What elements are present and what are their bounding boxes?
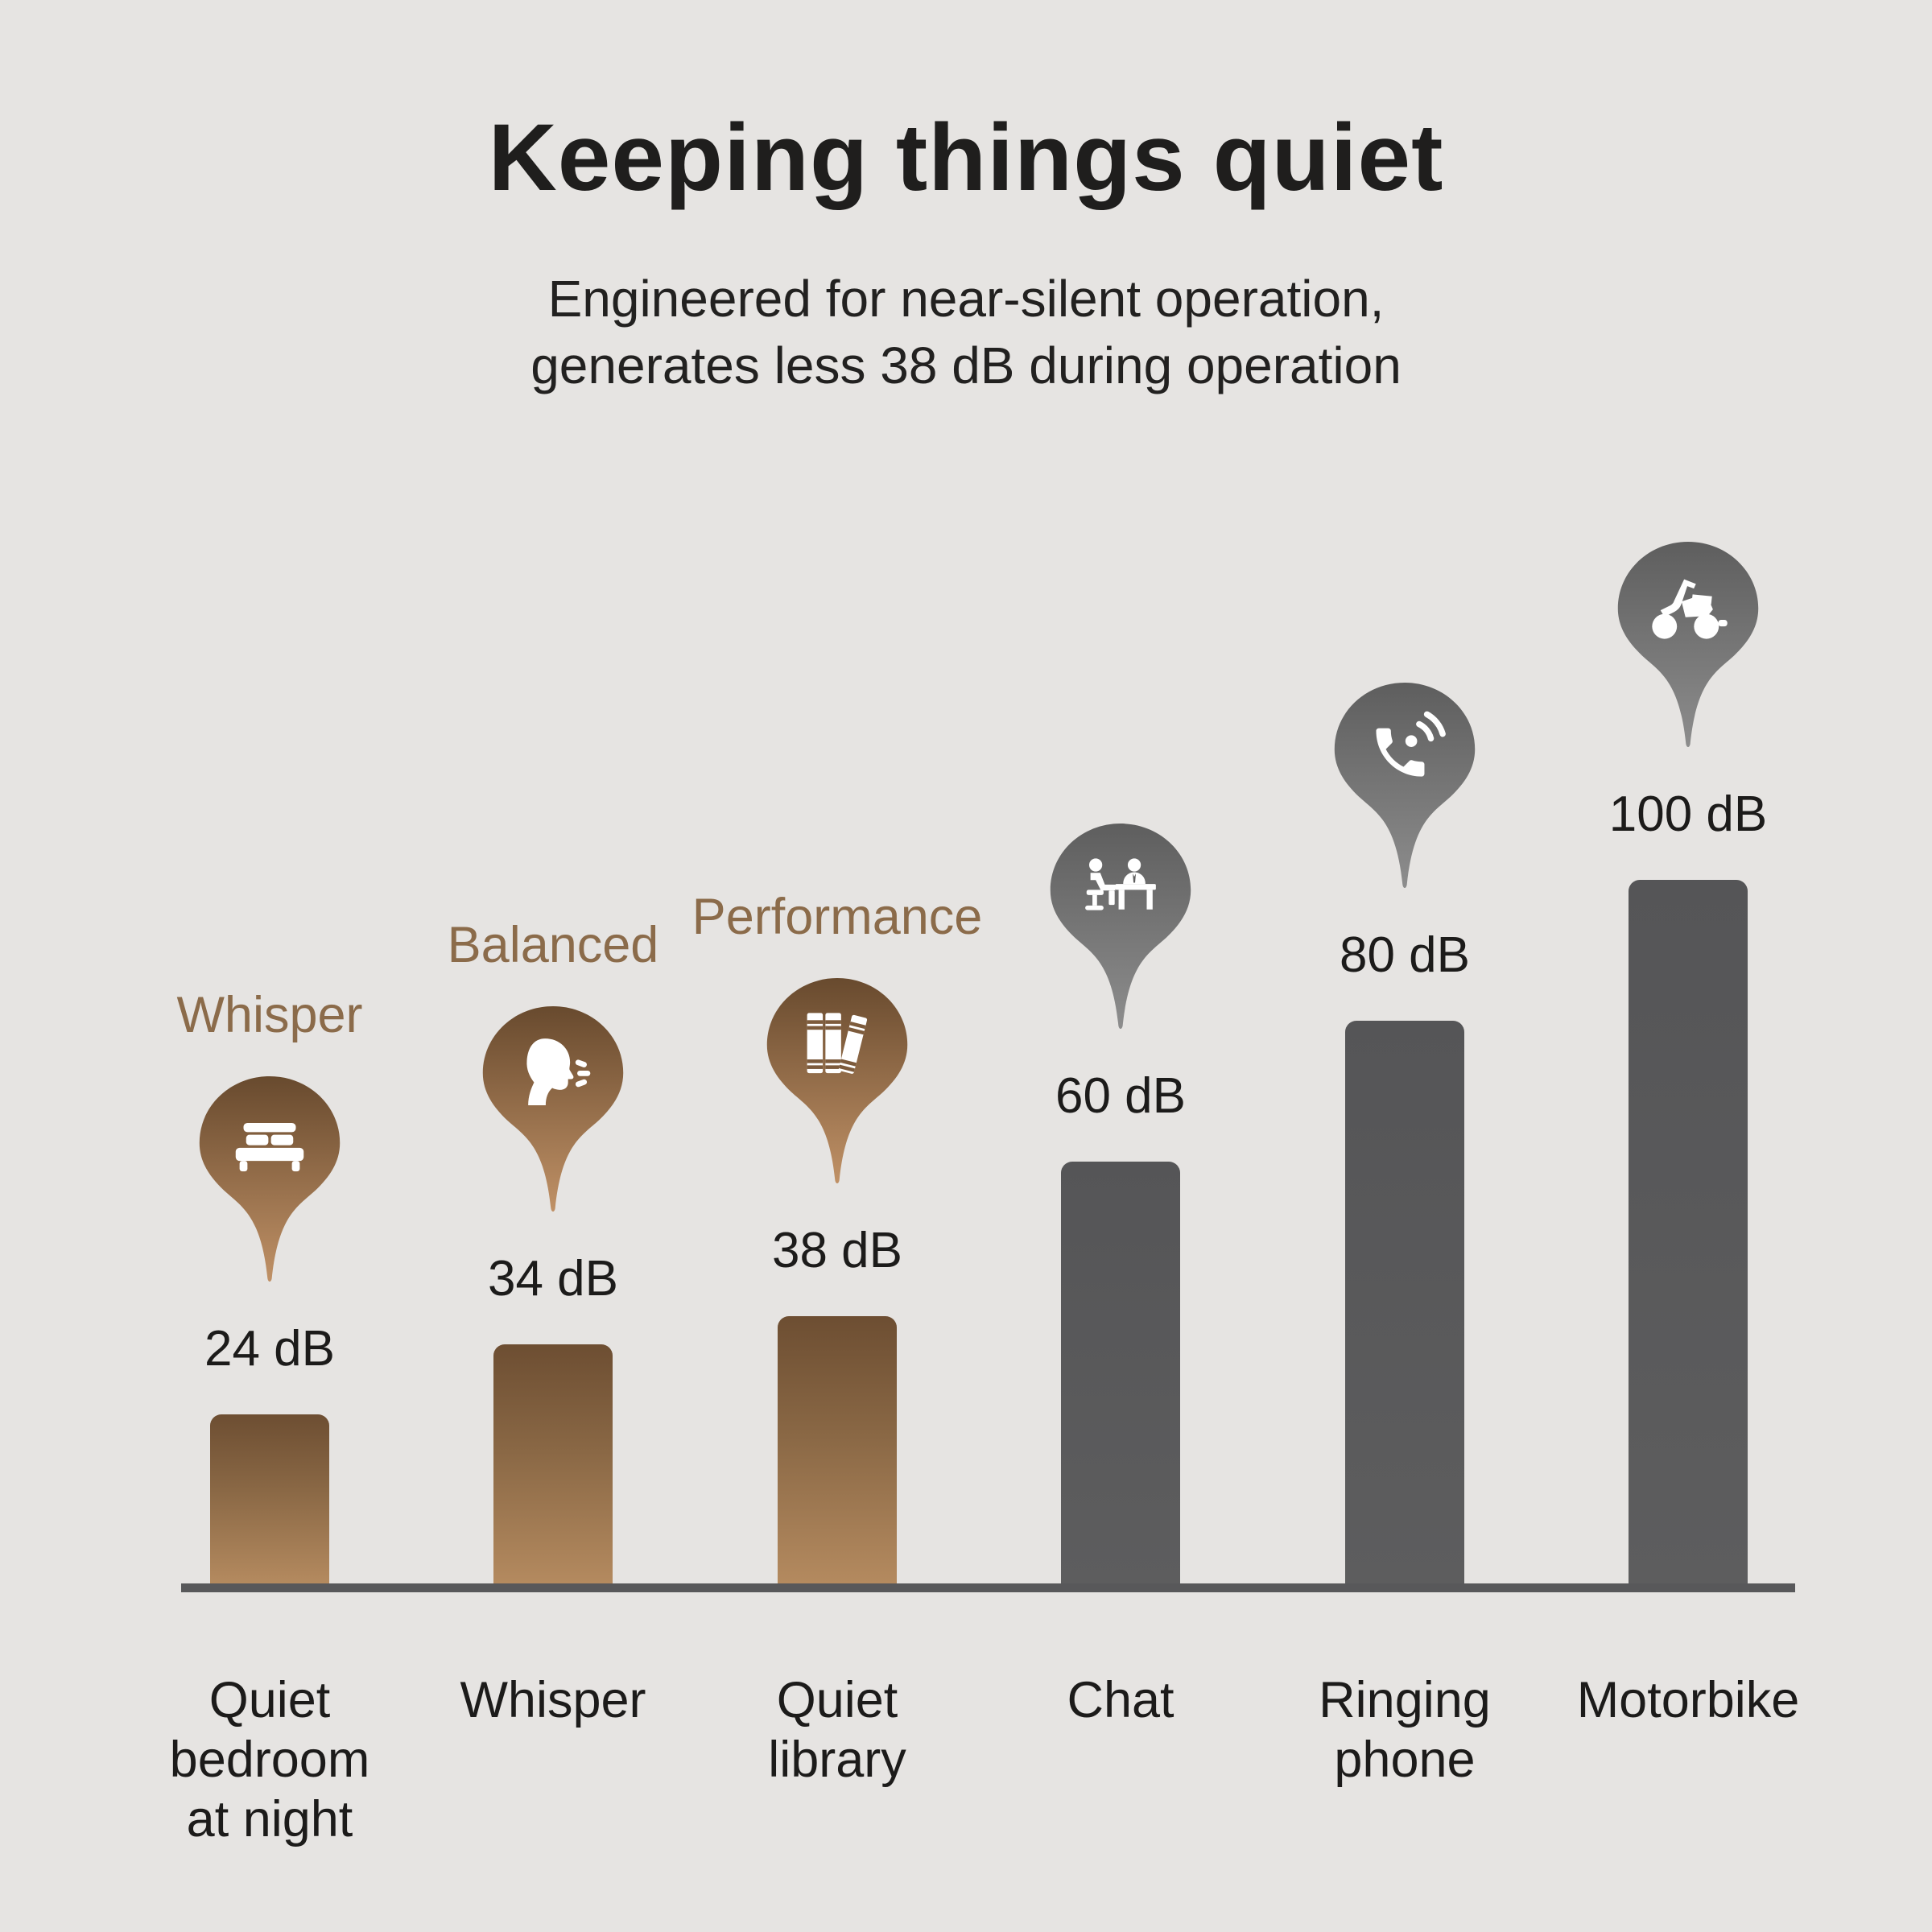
category-label: Quiet library — [768, 1672, 906, 1788]
pin-shape — [1617, 542, 1759, 748]
db-value-label: 60 dB — [1055, 1068, 1187, 1124]
db-value-label: 80 dB — [1339, 927, 1471, 983]
bar — [1061, 1162, 1180, 1583]
mode-label: Whisper — [176, 987, 363, 1043]
bar — [1345, 1021, 1464, 1583]
db-value-label: 100 dB — [1608, 786, 1768, 842]
pin-shape — [482, 1006, 624, 1212]
bar — [210, 1414, 329, 1583]
whisper-face-icon — [526, 1038, 591, 1105]
page-title: Keeping things quiet — [488, 105, 1444, 211]
books-icon — [807, 1013, 868, 1074]
category-label: Whisper — [460, 1672, 646, 1728]
map-pin — [766, 978, 909, 1187]
category-label: Chat — [1067, 1672, 1174, 1728]
db-value-label: 24 dB — [204, 1321, 336, 1377]
people-chat-icon — [1085, 858, 1156, 910]
map-pin — [1616, 542, 1760, 751]
pin-shape — [199, 1076, 341, 1282]
motorbike-icon — [1652, 579, 1728, 639]
map-pin — [481, 1006, 625, 1216]
pin-shape — [766, 978, 908, 1184]
category-label: Motorbike — [1576, 1672, 1800, 1728]
bar — [778, 1316, 897, 1583]
map-pin — [1333, 683, 1476, 892]
bar — [1629, 880, 1748, 1583]
page-subtitle: Engineered for near-silent operation, ge… — [530, 270, 1402, 394]
bed-icon — [235, 1123, 304, 1172]
db-value-label: 38 dB — [771, 1223, 903, 1278]
x-axis-line — [181, 1583, 1795, 1592]
db-value-label: 34 dB — [487, 1251, 619, 1307]
map-pin — [198, 1076, 341, 1286]
category-label: Quiet bedroom at night — [169, 1672, 370, 1847]
map-pin — [1049, 824, 1192, 1033]
mode-label: Balanced — [447, 917, 659, 973]
mode-label: Performance — [691, 889, 983, 945]
bar — [493, 1344, 613, 1583]
pin-shape — [1050, 824, 1191, 1030]
category-label: Ringing phone — [1319, 1672, 1491, 1788]
ringing-phone-icon — [1376, 711, 1446, 777]
